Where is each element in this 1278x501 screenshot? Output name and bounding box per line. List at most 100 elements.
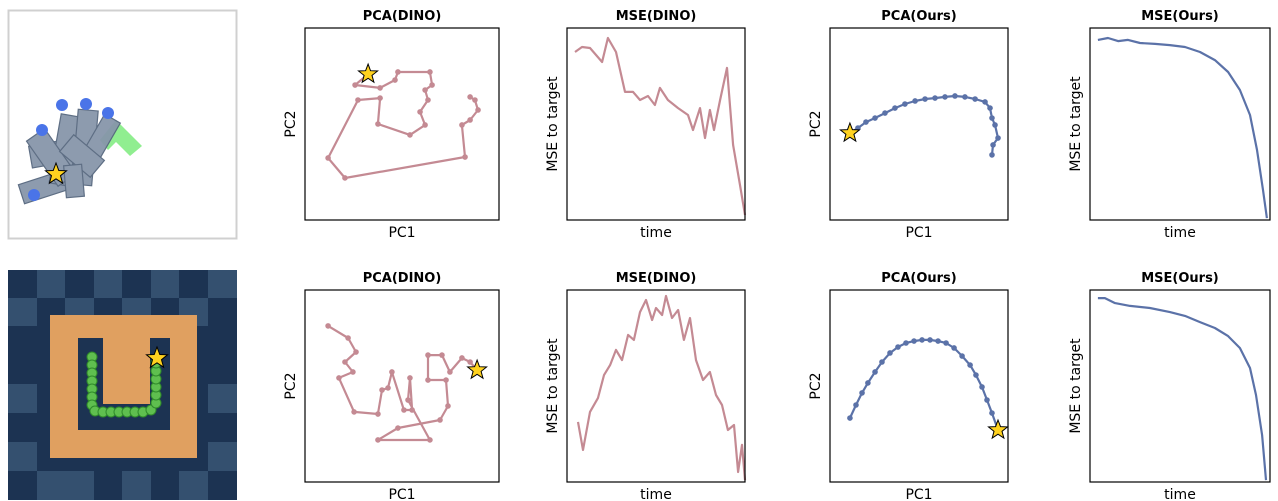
point	[395, 425, 401, 431]
chart-title: PCA(Ours)	[881, 271, 956, 286]
plot-frame	[1089, 289, 1271, 483]
point	[472, 97, 478, 103]
point	[882, 110, 888, 116]
point	[422, 87, 428, 93]
point	[342, 359, 348, 365]
point	[902, 101, 908, 107]
point	[447, 369, 453, 375]
point	[325, 155, 331, 161]
plot-frame	[566, 289, 746, 483]
chart-title: PCA(DINO)	[363, 271, 442, 286]
y-axis-label: PC2	[808, 110, 824, 137]
point	[325, 323, 331, 329]
point	[345, 335, 351, 341]
star-marker	[466, 358, 488, 380]
point	[353, 349, 359, 355]
chart-title: MSE(Ours)	[1141, 9, 1219, 24]
point	[459, 122, 465, 128]
point	[385, 385, 391, 391]
chart-title: PCA(DINO)	[363, 9, 442, 24]
point	[375, 411, 381, 417]
point	[467, 117, 473, 123]
point	[405, 397, 411, 403]
x-axis-label: time	[1164, 225, 1196, 241]
point	[951, 345, 957, 351]
point	[392, 77, 398, 83]
x-axis-label: time	[640, 487, 672, 501]
point	[355, 97, 361, 103]
chart-title: MSE(DINO)	[616, 271, 697, 286]
point	[990, 142, 996, 148]
point	[992, 122, 998, 128]
point	[922, 96, 928, 102]
x-axis-label: PC1	[905, 225, 932, 241]
point	[422, 122, 428, 128]
point	[995, 135, 1001, 141]
series-line	[849, 94, 1000, 156]
series-line	[574, 36, 747, 216]
series-line	[848, 338, 1000, 431]
point	[336, 375, 342, 381]
point	[407, 375, 413, 381]
point	[982, 99, 988, 105]
point	[401, 407, 407, 413]
point	[409, 407, 415, 413]
y-axis-label: PC2	[283, 110, 299, 137]
x-axis-label: PC1	[905, 487, 932, 501]
plot-frame	[1089, 27, 1271, 221]
star-marker	[357, 62, 379, 84]
plot-frame	[829, 27, 1009, 221]
series-line	[1097, 297, 1268, 481]
star-marker	[987, 418, 1009, 440]
y-axis-label: MSE to target	[545, 76, 561, 172]
point	[989, 115, 995, 121]
point	[377, 95, 383, 101]
x-axis-label: time	[640, 225, 672, 241]
point	[853, 402, 859, 408]
point	[973, 372, 979, 378]
point	[911, 338, 917, 344]
point	[863, 119, 869, 125]
point	[425, 377, 431, 383]
point	[350, 369, 356, 375]
pusht-scene	[7, 9, 238, 240]
point	[467, 359, 473, 365]
point	[377, 85, 383, 91]
plot-frame	[304, 289, 500, 483]
point	[389, 369, 395, 375]
point	[847, 415, 853, 421]
point	[872, 115, 878, 121]
series-line	[327, 70, 480, 180]
point	[429, 82, 435, 88]
point	[895, 344, 901, 350]
point	[879, 359, 885, 365]
point	[927, 337, 933, 343]
point	[352, 82, 358, 88]
point	[952, 93, 958, 99]
point	[379, 387, 385, 393]
plot-frame	[566, 27, 746, 221]
point	[427, 437, 433, 443]
point	[984, 397, 990, 403]
series-line	[576, 294, 747, 481]
point	[425, 97, 431, 103]
point	[865, 380, 871, 386]
point	[375, 121, 381, 127]
point	[427, 69, 433, 75]
point	[932, 95, 938, 101]
point	[872, 369, 878, 375]
point	[989, 152, 995, 158]
point	[375, 437, 381, 443]
point	[989, 410, 995, 416]
point	[437, 417, 443, 423]
x-axis-label: PC1	[388, 225, 415, 241]
chart-title: MSE(Ours)	[1141, 271, 1219, 286]
y-axis-label: MSE to target	[1068, 76, 1084, 172]
point	[445, 403, 451, 409]
point	[967, 362, 973, 368]
point	[962, 94, 968, 100]
point	[979, 384, 985, 390]
point	[417, 109, 423, 115]
